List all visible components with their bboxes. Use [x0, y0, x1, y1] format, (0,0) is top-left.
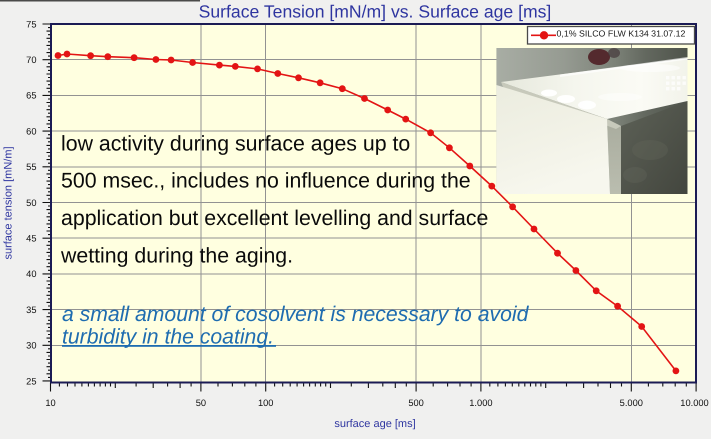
svg-text:55: 55	[26, 162, 36, 172]
svg-text:surface tension [mN/m]: surface tension [mN/m]	[3, 146, 15, 259]
svg-text:25: 25	[26, 376, 36, 386]
svg-text:60: 60	[26, 126, 36, 136]
svg-text:surface age [ms]: surface age [ms]	[334, 418, 415, 430]
svg-text:40: 40	[26, 269, 36, 279]
svg-text:wetting during the aging.: wetting during the aging.	[60, 244, 293, 268]
svg-text:application but excellent leve: application but excellent levelling and …	[61, 206, 488, 230]
svg-text:30: 30	[26, 341, 36, 351]
svg-text:Surface Tension [mN/m] vs. Sur: Surface Tension [mN/m] vs. Surface age […	[199, 2, 552, 22]
svg-text:100: 100	[258, 398, 274, 408]
svg-text:50: 50	[196, 398, 206, 408]
svg-text:10.000: 10.000	[680, 398, 708, 408]
svg-text:a small amount of cosolvent is: a small amount of cosolvent is necessary…	[62, 303, 530, 326]
svg-text:0,1% SILCO FLW K134 31.07.12: 0,1% SILCO FLW K134 31.07.12	[557, 29, 686, 39]
svg-text:low activity during surface ag: low activity during surface ages up to	[61, 131, 410, 155]
svg-text:65: 65	[26, 91, 36, 101]
svg-text:45: 45	[26, 234, 36, 244]
svg-text:turbidity in the coating.: turbidity in the coating.	[62, 325, 274, 348]
svg-text:75: 75	[26, 19, 36, 29]
svg-text:35: 35	[26, 305, 36, 315]
svg-text:500: 500	[408, 398, 424, 408]
svg-text:5.000: 5.000	[620, 398, 643, 408]
svg-text:50: 50	[26, 198, 36, 208]
svg-text:70: 70	[26, 55, 36, 65]
svg-text:500 msec., includes no influen: 500 msec., includes no influence during …	[61, 169, 471, 193]
svg-text:1.000: 1.000	[469, 398, 492, 408]
svg-text:10: 10	[45, 398, 55, 408]
